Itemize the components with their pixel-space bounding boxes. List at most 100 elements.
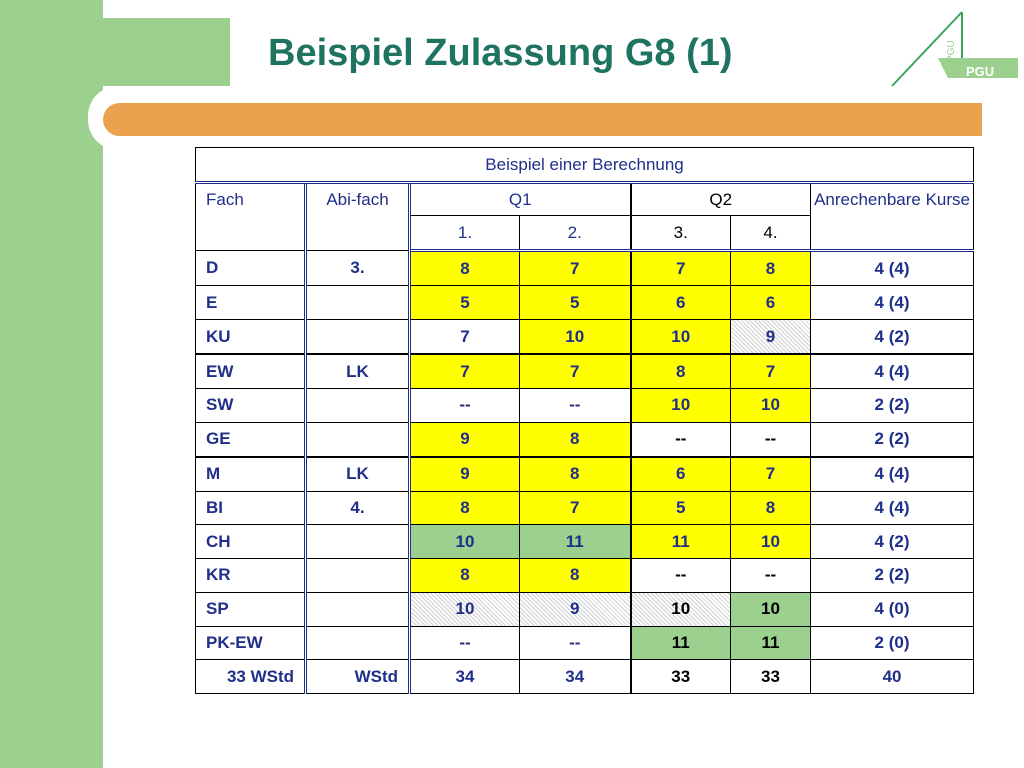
cell-kurse: 2 (0)	[809, 625, 975, 661]
table-footer-row: 33 WStd WStd 34 34 33 33 40	[195, 659, 975, 694]
table-row: KR 8 8 -- -- 2 (2)	[195, 558, 975, 593]
cell-sem4: --	[730, 421, 811, 458]
footer-fach: 33 WStd	[195, 659, 307, 694]
cell-sem4: 6	[730, 285, 811, 320]
cell-sem4: 8	[730, 490, 811, 526]
footer-sem3: 33	[630, 659, 731, 694]
cell-sem2: --	[519, 388, 632, 423]
header-q2: Q2	[630, 182, 811, 216]
table-row: BI 4. 8 7 5 8 4 (4)	[195, 490, 975, 526]
cell-kurse: 4 (2)	[809, 319, 975, 355]
logo-vertical-text: PGU	[946, 40, 957, 62]
cell-kurse: 4 (2)	[809, 524, 975, 560]
cell-fach: M	[195, 456, 307, 492]
cell-sem1: 7	[409, 353, 520, 389]
table-row: SP 10 9 10 10 4 (0)	[195, 591, 975, 627]
table-row: PK-EW -- -- 11 11 2 (0)	[195, 625, 975, 661]
header-abifach: Abi-fach	[305, 182, 411, 251]
table-row: E 5 5 6 6 4 (4)	[195, 285, 975, 320]
cell-abifach	[305, 524, 411, 560]
cell-abifach	[305, 421, 411, 458]
cell-sem4: 7	[730, 353, 811, 389]
table-row: EW LK 7 7 8 7 4 (4)	[195, 353, 975, 389]
cell-sem3: 10	[630, 319, 731, 355]
cell-sem1: --	[409, 625, 520, 661]
cell-sem1: 10	[409, 591, 520, 627]
cell-sem1: 5	[409, 285, 520, 320]
cell-fach: SP	[195, 591, 307, 627]
cell-fach: D	[195, 249, 307, 287]
table-row: SW -- -- 10 10 2 (2)	[195, 388, 975, 423]
cell-sem4: --	[730, 558, 811, 593]
cell-fach: E	[195, 285, 307, 320]
cell-fach: KU	[195, 319, 307, 355]
table-row: GE 9 8 -- -- 2 (2)	[195, 421, 975, 458]
cell-abifach	[305, 285, 411, 320]
cell-kurse: 4 (0)	[809, 591, 975, 627]
cell-sem2: 10	[519, 319, 632, 355]
cell-fach: PK-EW	[195, 625, 307, 661]
cell-sem2: 5	[519, 285, 632, 320]
cell-sem4: 10	[730, 591, 811, 627]
cell-sem3: 11	[630, 524, 731, 560]
page-title: Beispiel Zulassung G8 (1)	[268, 32, 733, 74]
cell-sem3: 7	[630, 249, 731, 287]
cell-sem3: 6	[630, 285, 731, 320]
cell-sem1: 10	[409, 524, 520, 560]
cell-sem3: --	[630, 421, 731, 458]
cell-fach: SW	[195, 388, 307, 423]
cell-abifach: LK	[305, 353, 411, 389]
header-sem3: 3.	[630, 215, 731, 252]
left-green-band	[0, 0, 103, 768]
cell-abifach: LK	[305, 456, 411, 492]
header-fach: Fach	[195, 182, 307, 251]
cell-abifach: 3.	[305, 249, 411, 287]
cell-sem1: 8	[409, 558, 520, 593]
cell-abifach	[305, 591, 411, 627]
cell-kurse: 4 (4)	[809, 285, 975, 320]
cell-sem2: 9	[519, 591, 632, 627]
cell-sem1: 9	[409, 456, 520, 492]
cell-sem2: 7	[519, 353, 632, 389]
orange-divider-bar	[103, 103, 982, 136]
cell-kurse: 4 (4)	[809, 490, 975, 526]
cell-sem3: 11	[630, 625, 731, 661]
cell-sem2: 8	[519, 558, 632, 593]
cell-sem3: 10	[630, 591, 731, 627]
cell-abifach	[305, 388, 411, 423]
cell-sem4: 10	[730, 524, 811, 560]
cell-kurse: 2 (2)	[809, 558, 975, 593]
cell-abifach	[305, 625, 411, 661]
footer-sem4: 33	[730, 659, 811, 694]
cell-sem3: 6	[630, 456, 731, 492]
header-anrechenbar: Anrechenbare Kurse	[809, 182, 975, 252]
table-row: KU 7 10 10 9 4 (2)	[195, 319, 975, 355]
cell-sem1: 8	[409, 490, 520, 526]
cell-sem3: 8	[630, 353, 731, 389]
header-sem2: 2.	[519, 215, 632, 252]
cell-fach: KR	[195, 558, 307, 593]
cell-sem4: 10	[730, 388, 811, 423]
cell-kurse: 2 (2)	[809, 388, 975, 423]
footer-kurse: 40	[809, 659, 975, 694]
cell-sem4: 11	[730, 625, 811, 661]
cell-fach: GE	[195, 421, 307, 458]
pgu-logo: PGU PGU	[891, 11, 1018, 87]
cell-sem4: 7	[730, 456, 811, 492]
cell-sem2: --	[519, 625, 632, 661]
grades-table: Beispiel einer Berechnung Fach Abi-fach …	[194, 147, 975, 694]
table-row: CH 10 11 11 10 4 (2)	[195, 524, 975, 560]
table-row: D 3. 8 7 7 8 4 (4)	[195, 249, 975, 287]
cell-sem4: 8	[730, 249, 811, 287]
logo-text: PGU	[966, 64, 994, 79]
header-q1: Q1	[409, 182, 632, 216]
cell-sem2: 8	[519, 421, 632, 458]
cell-kurse: 4 (4)	[809, 249, 975, 287]
cell-sem1: 9	[409, 421, 520, 458]
cell-sem3: 10	[630, 388, 731, 423]
footer-sem1: 34	[409, 659, 520, 694]
cell-sem2: 7	[519, 490, 632, 526]
cell-sem1: --	[409, 388, 520, 423]
cell-kurse: 4 (4)	[809, 353, 975, 389]
cell-abifach: 4.	[305, 490, 411, 526]
